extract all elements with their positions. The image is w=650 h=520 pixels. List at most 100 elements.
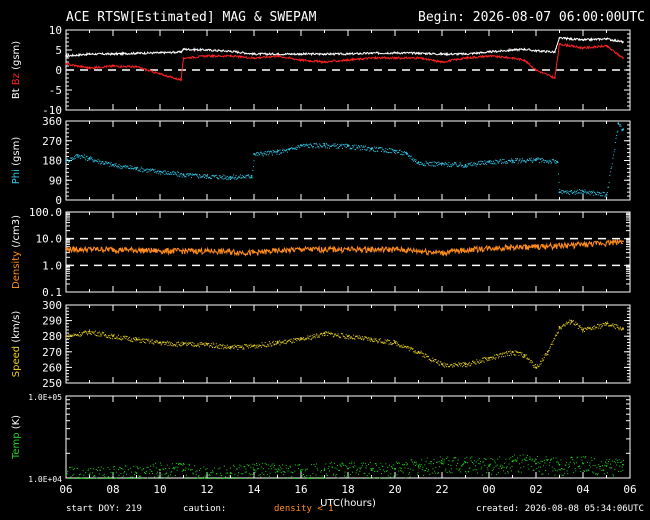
data-dot [155, 467, 157, 469]
data-dot [108, 476, 110, 478]
data-dot [434, 359, 436, 361]
data-dot [275, 343, 277, 345]
data-dot [158, 171, 160, 173]
data-dot [577, 456, 579, 458]
data-dot [453, 457, 455, 459]
data-dot [189, 464, 191, 466]
data-dot [185, 176, 187, 178]
data-dot [450, 468, 452, 470]
data-dot [317, 336, 319, 338]
data-dot [494, 354, 496, 356]
data-dot [219, 467, 221, 469]
data-dot [384, 341, 386, 343]
data-dot [106, 337, 108, 339]
data-dot [195, 345, 197, 347]
begin-time: Begin: 2026-08-07 06:00:00UTC [418, 10, 645, 25]
data-dot [462, 464, 464, 466]
data-dot [224, 175, 226, 177]
data-dot [98, 160, 100, 162]
data-dot [371, 476, 373, 478]
data-dot [237, 348, 239, 350]
data-dot [613, 475, 615, 477]
data-dot [535, 458, 537, 460]
data-dot [366, 475, 368, 477]
data-dot [571, 321, 573, 323]
data-point [65, 159, 67, 162]
data-dot [269, 472, 271, 474]
data-dot [74, 156, 76, 158]
data-dot [471, 165, 473, 167]
data-dot [478, 462, 480, 464]
data-dot [104, 163, 106, 165]
data-dot [450, 163, 452, 165]
data-dot [335, 475, 337, 477]
data-dot [466, 165, 468, 167]
data-dot [280, 152, 282, 154]
data-dot [584, 457, 586, 459]
data-dot [383, 478, 385, 479]
data-dot [441, 162, 443, 164]
data-dot [604, 324, 606, 326]
data-dot [468, 467, 470, 469]
data-dot [535, 159, 537, 161]
data-dot [333, 145, 335, 147]
data-dot [401, 151, 403, 153]
data-dot [364, 148, 366, 150]
data-dot [572, 192, 574, 194]
data-dot [459, 468, 461, 470]
data-dot [101, 161, 103, 163]
data-dot [286, 467, 288, 469]
data-dot [178, 171, 180, 173]
data-dot [149, 469, 151, 471]
data-dot [573, 461, 575, 463]
data-dot [357, 337, 359, 339]
data-dot [260, 151, 262, 153]
data-dot [548, 162, 550, 164]
data-dot [99, 335, 101, 337]
data-dot [363, 472, 365, 474]
data-dot [330, 461, 332, 463]
data-dot [458, 469, 460, 471]
data-dot [164, 473, 166, 475]
data-dot [491, 357, 493, 359]
data-dot [356, 147, 358, 149]
data-dot [609, 463, 611, 465]
data-dot [290, 466, 292, 468]
data-dot [566, 323, 568, 325]
data-dot [78, 331, 80, 333]
data-dot [444, 161, 446, 163]
data-dot [246, 344, 248, 346]
data-dot [258, 344, 260, 346]
data-dot [171, 345, 173, 347]
data-dot [416, 463, 418, 465]
data-dot [608, 181, 610, 183]
data-dot [567, 467, 569, 469]
data-dot [539, 158, 541, 160]
data-dot [339, 336, 341, 338]
data-dot [161, 342, 163, 344]
data-dot [195, 474, 197, 476]
data-dot [457, 365, 459, 367]
data-dot [359, 149, 361, 151]
data-dot [290, 471, 292, 473]
data-dot [186, 174, 188, 176]
data-dot [214, 478, 216, 479]
data-dot [308, 338, 310, 340]
data-dot [351, 338, 353, 340]
data-dot [512, 460, 514, 462]
data-dot [200, 176, 202, 178]
data-dot [398, 345, 400, 347]
data-dot [226, 344, 228, 346]
data-dot [593, 325, 595, 327]
data-dot [353, 334, 355, 336]
data-dot [138, 170, 140, 172]
data-dot [603, 323, 605, 325]
data-dot [229, 348, 231, 350]
data-dot [331, 144, 333, 146]
data-dot [431, 472, 433, 474]
data-dot [356, 336, 358, 338]
data-dot [289, 465, 291, 467]
data-dot [354, 149, 356, 151]
data-dot [292, 340, 294, 342]
data-dot [192, 345, 194, 347]
